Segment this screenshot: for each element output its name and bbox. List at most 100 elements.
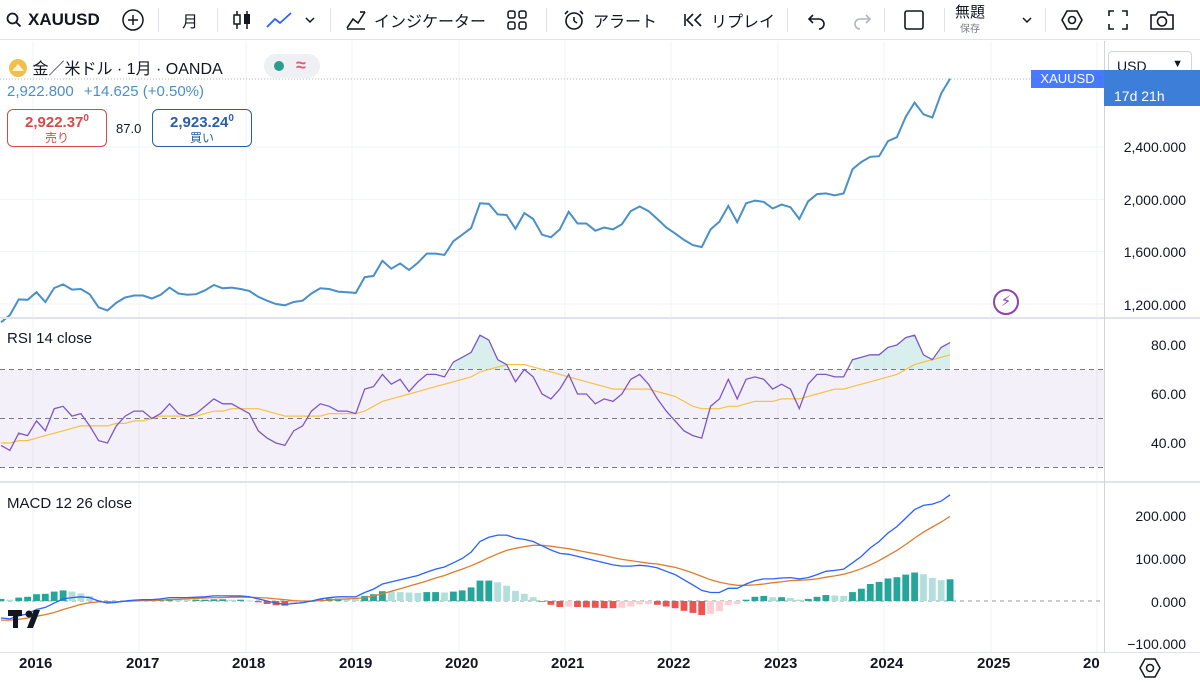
snapshot-button[interactable] [1149,0,1175,40]
macd-histogram-bar [795,599,803,601]
macd-histogram-bar [591,601,599,608]
time-tick: 20 [1083,655,1100,672]
macd-histogram-bar [68,591,76,601]
macd-histogram-bar [698,601,706,615]
sell-price: 2,922.37 [25,114,84,131]
macd-histogram-bar [343,598,351,601]
macd-histogram-bar [86,595,94,601]
macd-histogram-bar [804,598,812,601]
macd-histogram-bar [609,601,617,609]
macd-histogram-bar [645,601,652,604]
macd-histogram-bar [281,601,289,606]
interval-button[interactable]: 月 [182,0,198,40]
layouts-button[interactable] [506,0,528,40]
candles-chart-type-button[interactable] [231,0,253,40]
toolbar-divider [787,8,788,32]
macd-histogram-bar [0,598,5,601]
macd-histogram-bar [733,601,741,604]
symbol-legend[interactable]: 金／米ドル · 1月 · OANDA [8,55,223,79]
tradingview-logo[interactable] [8,608,48,630]
sell-price-fraction: 0 [83,113,89,124]
alert-button[interactable]: アラート [562,0,657,40]
macd-histogram-bar [405,592,413,601]
time-tick: 2025 [977,655,1011,672]
chart-canvas[interactable] [0,41,1104,653]
macd-histogram-bar [538,601,546,602]
macd-histogram-bar [379,591,386,601]
status-pill[interactable]: ≈ [264,54,320,78]
settings-toolbar-button[interactable] [1060,0,1084,40]
macd-histogram-bar [529,597,537,601]
macd-histogram-bar [219,599,227,601]
line-chart-type-button[interactable] [265,0,293,40]
sell-label: 売り [44,131,69,145]
rsi-tick: 60.00 [1150,386,1186,402]
macd-pane-label[interactable]: MACD 12 26 close [7,495,133,512]
chart-settings-button[interactable] [1136,654,1164,682]
price-tick: 1,600.000 [1123,244,1186,260]
macd-histogram-bar [547,601,555,605]
grid-layout-icon [507,10,527,30]
symbol-search-button[interactable]: XAUUSD [6,0,100,40]
buy-button[interactable]: 2,923.240 買い [152,109,252,147]
time-axis-border [0,652,1200,653]
macd-histogram-bar [787,598,794,601]
lightning-icon[interactable]: ⚡ [993,289,1019,315]
macd-line [0,494,951,620]
macd-histogram-bar [485,580,493,601]
pane-separator[interactable] [0,317,1200,319]
redo-button[interactable] [852,0,872,40]
price-tick: 2,400.000 [1123,139,1186,155]
line-chart-icon [266,12,292,28]
toolbar-divider [158,8,159,32]
macd-signal-line [1,515,951,621]
macd-histogram-bar [662,601,670,607]
search-icon [6,12,22,28]
hexagon-settings-icon [1061,10,1083,30]
macd-histogram-bar [556,601,564,607]
layout-name-button[interactable]: 無題 保存 [955,0,985,40]
macd-histogram-bar [414,592,422,601]
price-scale[interactable] [1104,41,1200,653]
chevron-down-icon [305,17,315,24]
compare-button[interactable] [121,0,145,40]
macd-histogram-bar [352,599,360,601]
macd-histogram-bar [396,592,404,601]
fullscreen-button[interactable] [1107,0,1129,40]
macd-histogram-bar [707,601,714,614]
macd-histogram-bar [210,599,218,601]
macd-histogram-bar [387,591,395,601]
indicators-icon [346,11,366,30]
macd-histogram-bar [654,601,661,605]
toolbar-divider [884,8,885,32]
pane-separator[interactable] [0,481,1200,483]
macd-histogram-bar [742,599,750,601]
undo-button[interactable] [807,0,827,40]
macd-histogram-bar [6,599,14,601]
macd-histogram-bar [59,590,67,601]
time-tick: 2017 [126,655,160,672]
replay-label: リプレイ [711,14,776,31]
macd-histogram-bar [875,581,883,601]
layout-dropdown[interactable] [1021,0,1033,40]
sell-button[interactable]: 2,922.370 売り [7,109,107,147]
indicators-button[interactable]: インジケーター [344,0,486,40]
fullscreen-frame-button[interactable] [903,0,925,40]
rsi-pane-label[interactable]: RSI 14 close [7,330,93,347]
price-line [0,78,951,324]
chart-type-dropdown[interactable] [304,0,316,40]
indicators-label: インジケーター [374,14,487,31]
alert-label: アラート [593,14,658,31]
macd-histogram-bar [911,572,918,601]
layout-name: 無題 [955,3,986,21]
macd-histogram-bar [201,599,209,601]
replay-button[interactable]: リプレイ [683,0,775,40]
macd-histogram-bar [760,595,768,601]
macd-histogram-bar [920,574,927,601]
plus-circle-icon [122,9,144,31]
macd-histogram-bar [33,594,40,601]
macd-histogram-bar [893,577,901,601]
macd-histogram-bar [254,601,262,603]
macd-histogram-bar [441,592,448,601]
macd-tick: 0.000 [1150,594,1186,610]
